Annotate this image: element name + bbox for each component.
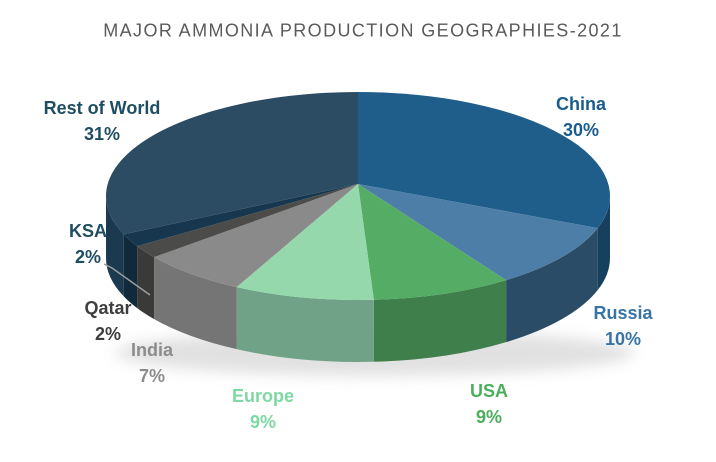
slice-label-europe: Europe 9% — [232, 383, 294, 435]
slice-label-india: India 7% — [131, 337, 173, 389]
slice-label-rest-of-world: Rest of World 31% — [44, 95, 161, 147]
slice-label-value: 10% — [604, 329, 642, 349]
pie-slice-side-rest-of-world — [106, 196, 124, 297]
pie-slice-rest-of-world — [105, 92, 358, 235]
slice-label-name: Rest of World — [43, 98, 161, 118]
pie-slice-side-china — [597, 196, 610, 291]
slice-label-ksa: KSA 2% — [69, 218, 107, 270]
pie-slice-side-usa — [373, 280, 507, 362]
slice-label-qatar: Qatar 2% — [84, 295, 131, 347]
pie-slice-side-europe — [236, 287, 374, 362]
slice-label-value: 7% — [138, 366, 166, 386]
pie-slice-side-ksa — [123, 234, 138, 309]
ksa-leader-line — [103, 263, 151, 296]
slice-label-name: China — [555, 94, 607, 114]
slice-label-russia: Russia 10% — [593, 300, 652, 352]
pie-slice-side-india — [154, 257, 237, 350]
pie-slice-usa — [358, 184, 507, 300]
slice-label-name: Qatar — [84, 298, 132, 318]
slice-label-value: 9% — [249, 412, 277, 432]
slice-label-name: USA — [469, 381, 509, 401]
slice-label-value: 2% — [74, 247, 102, 267]
slice-label-china: China 30% — [556, 91, 606, 143]
slice-label-name: KSA — [68, 221, 108, 241]
slice-label-name: Russia — [593, 303, 653, 323]
chart-title: MAJOR AMMONIA PRODUCTION GEOGRAPHIES-202… — [103, 20, 623, 41]
slice-label-name: Europe — [231, 386, 295, 406]
slice-label-value: 2% — [94, 324, 121, 344]
pie-slice-side-russia — [506, 228, 598, 343]
slice-label-usa: USA 9% — [470, 378, 508, 430]
pie-slice-india — [154, 184, 358, 288]
pie-slice-side-qatar — [137, 246, 155, 320]
slice-label-value: 31% — [83, 124, 121, 144]
slice-label-name: India — [130, 340, 174, 360]
pie-slice-china — [358, 92, 610, 229]
pie-slice-europe — [236, 184, 374, 300]
pie-slice-ksa — [123, 184, 359, 247]
pie-slice-russia — [358, 184, 598, 281]
pie-slice-qatar — [137, 184, 358, 258]
slice-label-value: 9% — [475, 407, 503, 427]
slice-label-value: 30% — [562, 120, 600, 140]
